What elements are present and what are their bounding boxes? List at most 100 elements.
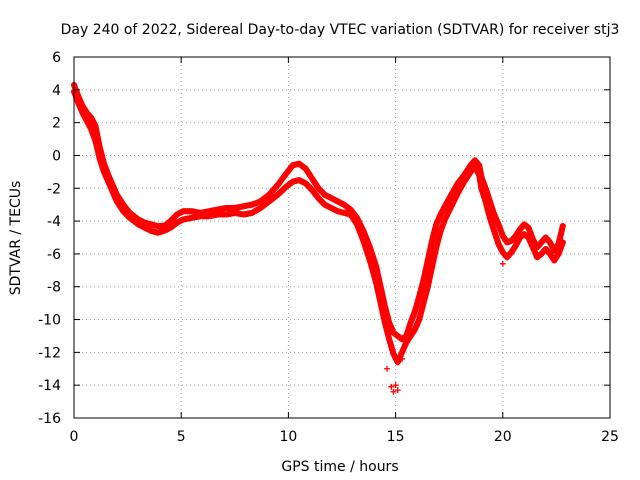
data-point [524, 223, 531, 230]
data-point [435, 236, 442, 243]
data-point [368, 263, 375, 270]
data-point [417, 289, 424, 296]
data-point [423, 287, 430, 294]
data-point [354, 221, 361, 228]
data-point [376, 295, 383, 302]
data-point [420, 300, 427, 307]
data-point [96, 155, 103, 162]
data-point [414, 321, 421, 328]
data-point [424, 257, 431, 264]
y-tick-label: -12 [38, 345, 61, 361]
data-point [556, 248, 563, 255]
y-tick-label: -2 [47, 181, 61, 197]
data-point [374, 285, 381, 292]
plot-frame [73, 56, 611, 419]
data-point [434, 240, 441, 247]
data-point [489, 221, 496, 228]
data-point [559, 239, 566, 246]
data-point [484, 206, 491, 213]
data-point [430, 259, 437, 266]
data-point [88, 126, 95, 133]
data-point [482, 198, 489, 205]
data-point [557, 245, 564, 252]
data-point [424, 283, 431, 290]
data-point [448, 203, 455, 210]
data-point [421, 296, 428, 303]
data-point [358, 233, 365, 240]
data-point [525, 224, 532, 231]
data-point [430, 233, 437, 240]
chart-title: Day 240 of 2022, Sidereal Day-to-day VTE… [61, 22, 620, 38]
data-point [555, 250, 562, 257]
data-point [399, 355, 406, 362]
data-point [415, 297, 422, 304]
data-point [453, 193, 460, 200]
data-point [381, 319, 388, 326]
data-point [408, 316, 415, 323]
data-point [545, 238, 552, 245]
data-point [440, 219, 447, 226]
data-point [431, 229, 438, 236]
data-point [98, 162, 105, 169]
data-point [426, 273, 433, 280]
data-point [491, 227, 498, 234]
x-tick-label: 10 [279, 429, 297, 445]
data-point [373, 280, 380, 287]
data-point [414, 300, 421, 307]
data-point [494, 237, 501, 244]
data-point [438, 225, 445, 232]
data-point [446, 206, 453, 213]
data-point [445, 209, 452, 216]
data-point [365, 252, 372, 259]
data-point [419, 304, 426, 311]
data-point [417, 312, 424, 319]
data-point [384, 365, 391, 372]
data-point [483, 202, 490, 209]
data-point [436, 232, 443, 239]
data-point [380, 314, 387, 321]
data-point [427, 268, 434, 275]
data-point [87, 113, 94, 120]
x-tick-label: 0 [70, 429, 79, 445]
data-point [360, 237, 367, 244]
grid [74, 57, 610, 418]
data-point [426, 247, 433, 254]
data-point [493, 234, 500, 241]
data-point [362, 242, 369, 249]
data-point [93, 142, 100, 149]
y-tick-label: -16 [38, 411, 61, 427]
data-point [378, 305, 385, 312]
data-point [99, 165, 106, 172]
data-point [92, 122, 99, 129]
y-axis-label: SDTVAR / TECUs [8, 181, 24, 296]
data-point [439, 222, 446, 229]
data-point [496, 224, 503, 231]
data-points [71, 81, 566, 395]
y-tick-label: -14 [38, 378, 61, 394]
data-point [449, 200, 456, 207]
data-point [91, 134, 98, 141]
data-point [90, 131, 97, 138]
data-point [526, 227, 533, 234]
data-point [425, 252, 432, 259]
data-point [495, 221, 502, 228]
data-point [406, 323, 413, 330]
data-point [432, 225, 439, 232]
data-point [422, 291, 429, 298]
data-point [416, 293, 423, 300]
x-axis-label: GPS time / hours [281, 459, 398, 475]
x-tick-label: 15 [387, 429, 405, 445]
data-point [375, 290, 382, 297]
data-point [355, 225, 362, 232]
data-point [384, 328, 391, 335]
data-point [405, 326, 412, 333]
data-point [524, 233, 531, 240]
y-tick-label: 0 [52, 148, 61, 164]
data-point [498, 229, 505, 236]
data-point [89, 129, 96, 136]
y-tick-label: 4 [52, 83, 61, 99]
data-point [388, 343, 395, 350]
data-point [390, 388, 397, 395]
x-tick-label: 20 [494, 429, 512, 445]
